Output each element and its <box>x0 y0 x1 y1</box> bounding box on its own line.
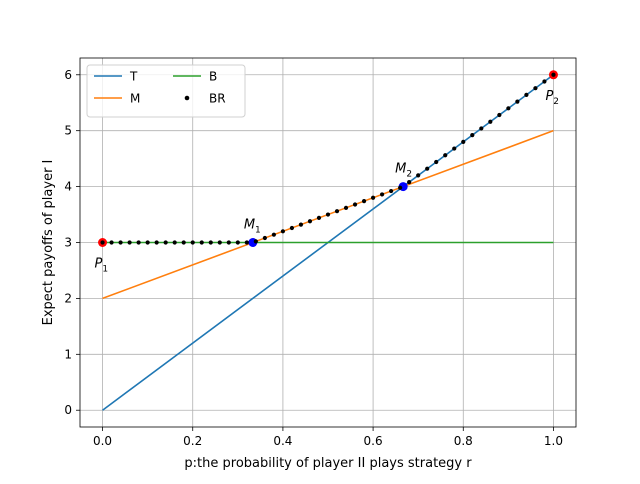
br-point <box>470 133 475 138</box>
br-point <box>524 92 529 97</box>
br-point <box>452 146 457 151</box>
legend-swatch-br <box>184 95 190 101</box>
annotation-labels: P1 M1 M2 P2 <box>95 89 559 275</box>
br-point <box>488 119 493 124</box>
br-point <box>145 240 150 245</box>
br-point <box>380 192 385 197</box>
br-point <box>127 240 132 245</box>
br-point <box>334 209 340 214</box>
br-point <box>208 240 213 245</box>
br-point <box>443 153 448 158</box>
annotation-label: M1 <box>244 218 261 236</box>
legend: TM B BR <box>86 64 246 118</box>
annotation-label: P2 <box>545 89 559 107</box>
br-point <box>533 86 538 91</box>
br-point <box>361 199 367 204</box>
legend-label-br: BR <box>209 92 226 106</box>
y-tick-label: 5 <box>64 124 72 138</box>
annotation-label: P1 <box>95 257 109 275</box>
br-point <box>280 229 286 234</box>
br-point <box>172 240 177 245</box>
y-tick-label: 6 <box>64 68 72 82</box>
br-point <box>515 99 520 104</box>
axis-ticks: 0.0 0.2 0.4 0.6 0.8 1.0 0 1 2 3 4 5 6 <box>64 68 563 448</box>
br-point <box>298 222 304 227</box>
br-point <box>316 215 322 220</box>
br-points <box>100 72 556 245</box>
br-point <box>199 240 204 245</box>
x-tick-label: 0.0 <box>93 434 112 448</box>
br-point <box>398 185 403 190</box>
y-tick-label: 3 <box>64 236 72 250</box>
br-point <box>352 202 358 207</box>
br-point <box>416 173 421 178</box>
br-point <box>100 240 105 245</box>
br-point <box>118 240 123 245</box>
x-tick-label: 0.4 <box>273 434 292 448</box>
y-tick-label: 0 <box>64 403 72 417</box>
y-tick-label: 4 <box>64 180 72 194</box>
br-point <box>271 232 276 237</box>
br-point <box>325 212 331 217</box>
br-point <box>461 139 466 144</box>
br-point <box>235 240 240 245</box>
y-tick-label: 1 <box>64 347 72 361</box>
x-tick-label: 0.8 <box>454 434 473 448</box>
br-point <box>542 79 547 84</box>
br-point <box>253 239 258 244</box>
br-point <box>136 240 141 245</box>
br-point <box>217 240 222 245</box>
br-point <box>343 205 349 210</box>
br-point <box>262 235 267 241</box>
br-point <box>163 240 168 245</box>
y-axis-label: Expect payoffs of player I <box>41 160 56 326</box>
x-axis-label: p:the probability of player II plays str… <box>184 456 472 471</box>
br-point <box>226 240 231 245</box>
legend-label-b: B <box>209 70 217 84</box>
y-tick-label: 2 <box>64 291 72 305</box>
br-point <box>307 219 313 224</box>
br-point <box>289 225 295 231</box>
br-point <box>506 106 511 111</box>
legend-box <box>86 64 246 118</box>
br-point <box>479 126 484 131</box>
br-point <box>370 195 376 200</box>
x-tick-label: 0.6 <box>364 434 383 448</box>
x-tick-label: 0.2 <box>183 434 202 448</box>
br-point <box>434 159 439 165</box>
br-point <box>497 112 502 118</box>
br-point <box>407 180 412 185</box>
x-tick-label: 1.0 <box>544 434 563 448</box>
br-point <box>181 240 186 245</box>
br-point <box>389 188 394 194</box>
br-point <box>425 166 430 171</box>
br-point <box>154 240 159 245</box>
annotation-label: M2 <box>395 162 412 180</box>
legend-label-t: T <box>129 70 138 84</box>
br-point <box>109 240 114 245</box>
legend-label-m: M <box>130 92 140 106</box>
br-point <box>190 240 195 245</box>
br-point <box>244 240 249 245</box>
br-point <box>551 72 556 77</box>
